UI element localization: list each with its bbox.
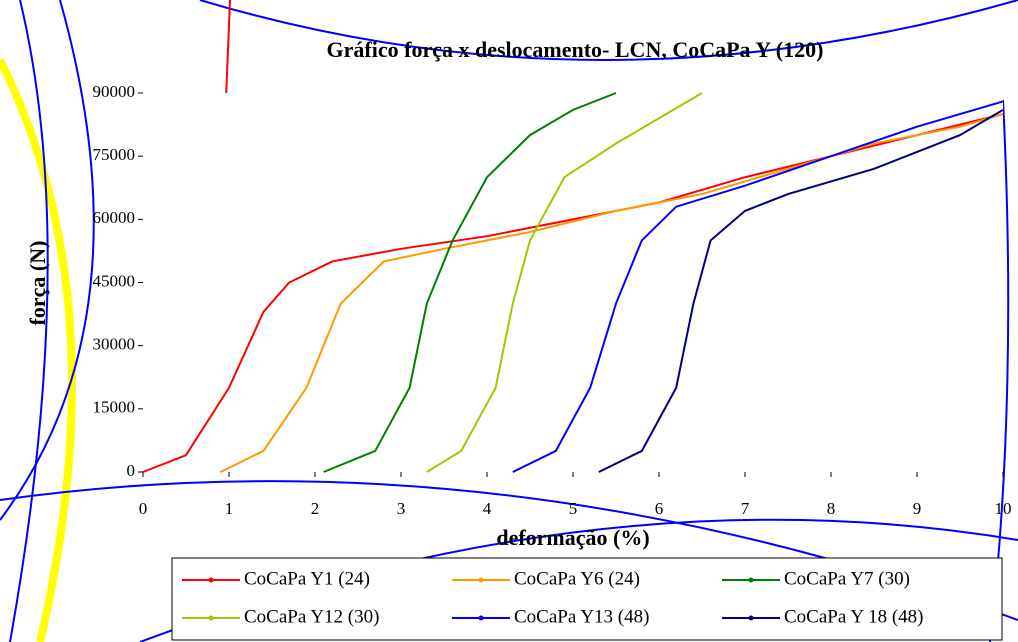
series-line bbox=[512, 100, 1004, 473]
plot-area bbox=[143, 93, 1003, 472]
x-tick-label: 6 bbox=[655, 499, 664, 518]
x-tick-label: 2 bbox=[311, 499, 320, 518]
series-line bbox=[323, 92, 617, 473]
legend-label: CoCaPa Y12 (30) bbox=[244, 606, 379, 627]
y-tick-label: 0 bbox=[127, 461, 136, 480]
y-tick-label: 30000 bbox=[93, 335, 136, 354]
legend-label: CoCaPa Y 18 (48) bbox=[784, 606, 924, 627]
x-tick-label: 5 bbox=[569, 499, 578, 518]
chart-title: Gráfico força x deslocamento- LCN, CoCaP… bbox=[327, 37, 824, 62]
legend-label: CoCaPa Y1 (24) bbox=[244, 568, 370, 589]
x-axis-label: deformação (%) bbox=[496, 525, 649, 550]
x-tick-label: 4 bbox=[483, 499, 492, 518]
x-tick-label: 7 bbox=[741, 499, 750, 518]
legend-marker bbox=[748, 615, 754, 621]
legend-marker bbox=[748, 577, 754, 583]
x-tick-label: 3 bbox=[397, 499, 406, 518]
y-tick-label: 45000 bbox=[93, 271, 136, 290]
legend-label: CoCaPa Y7 (30) bbox=[784, 568, 910, 589]
x-tick-label: 9 bbox=[913, 499, 922, 518]
x-tick-label: 8 bbox=[827, 499, 836, 518]
series-line bbox=[426, 92, 703, 473]
series-line bbox=[219, 113, 1004, 473]
legend-label: CoCaPa Y13 (48) bbox=[514, 606, 649, 627]
y-tick-label: 60000 bbox=[93, 208, 136, 227]
legend bbox=[171, 557, 1003, 641]
y-tick-label: 15000 bbox=[93, 398, 136, 417]
legend-marker bbox=[478, 615, 484, 621]
y-axis-label: força (N) bbox=[25, 241, 50, 326]
series-line bbox=[598, 108, 1004, 473]
legend-label: CoCaPa Y6 (24) bbox=[514, 568, 640, 589]
x-tick-label: 1 bbox=[225, 499, 234, 518]
legend-marker bbox=[208, 615, 214, 621]
legend-marker bbox=[208, 577, 214, 583]
x-tick-label: 10 bbox=[995, 499, 1012, 518]
legend-marker bbox=[478, 577, 484, 583]
y-tick-label: 75000 bbox=[93, 145, 136, 164]
y-tick-label: 90000 bbox=[93, 82, 136, 101]
x-tick-label: 0 bbox=[139, 499, 148, 518]
